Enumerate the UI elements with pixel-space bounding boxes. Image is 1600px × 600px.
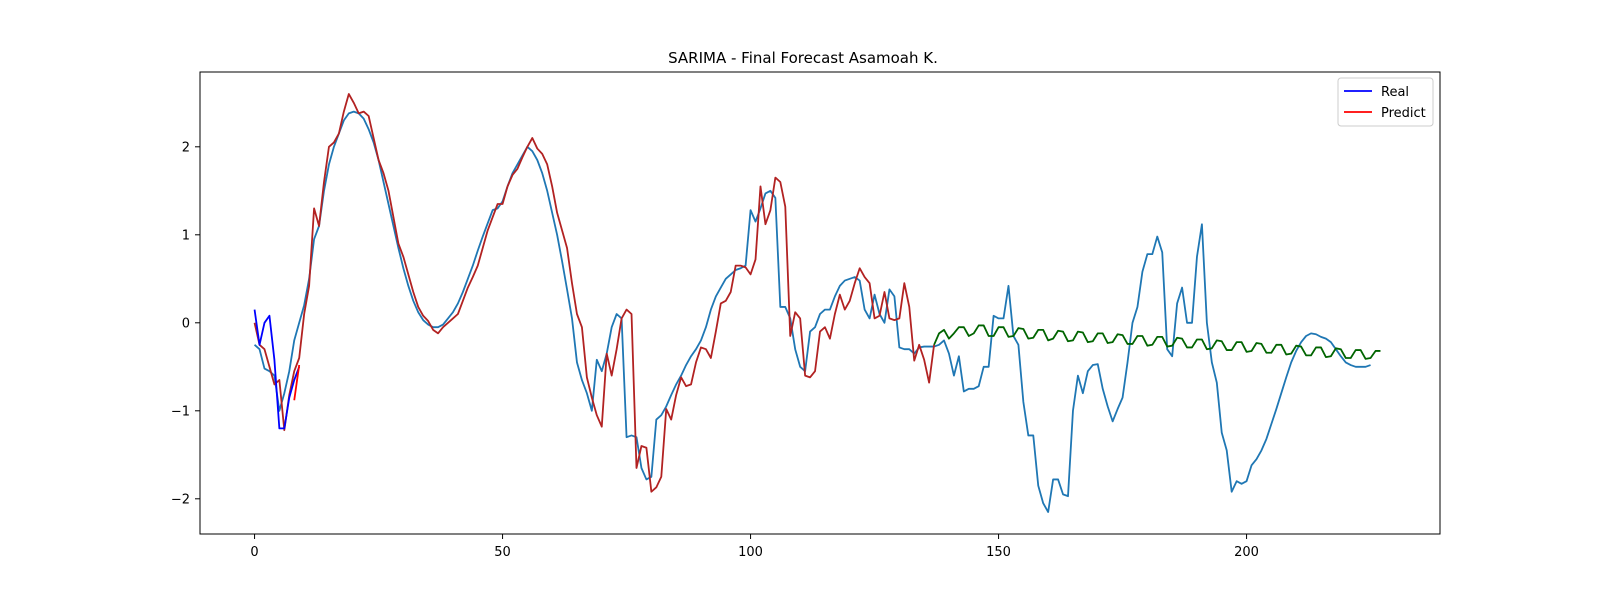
legend-label-predict: Predict	[1381, 106, 1426, 121]
series-line-2	[933, 324, 1381, 360]
y-tick-label: −1	[171, 404, 190, 419]
x-tick-label: 200	[1234, 545, 1259, 560]
x-tick-label: 50	[494, 545, 511, 560]
series-line-1	[253, 93, 935, 493]
y-axis: −2 −1 0 1 2	[171, 140, 200, 507]
y-tick-label: −2	[171, 492, 190, 507]
x-axis: 0 50 100 150 200	[250, 534, 1259, 560]
y-tick-label: 1	[182, 228, 190, 243]
plot-series	[253, 93, 1381, 513]
series-line-3	[253, 309, 301, 430]
x-tick-label: 100	[738, 545, 763, 560]
x-tick-label: 0	[250, 545, 258, 560]
series-line-4	[293, 364, 301, 401]
chart-title: SARIMA - Final Forecast Asamoah K.	[668, 49, 938, 67]
y-tick-label: 0	[182, 316, 190, 331]
x-tick-label: 150	[986, 545, 1011, 560]
legend-label-real: Real	[1381, 85, 1409, 100]
legend: Real Predict	[1337, 77, 1434, 127]
legend-box	[1337, 77, 1434, 127]
series-line-0	[253, 110, 1371, 513]
plot-frame	[199, 71, 1441, 535]
y-tick-label: 2	[182, 140, 190, 155]
